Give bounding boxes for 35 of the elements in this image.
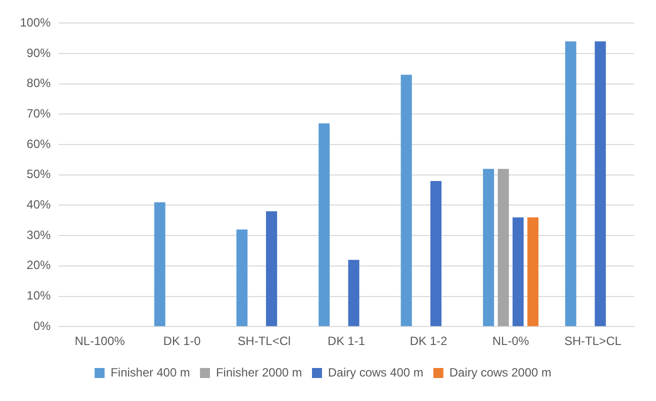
- x-tick-label: NL-0%: [492, 334, 530, 348]
- y-tick-label: 0%: [33, 318, 52, 333]
- y-tick-label: 100%: [20, 16, 52, 30]
- y-tick-label: 20%: [26, 258, 52, 272]
- y-tick-label: 70%: [26, 106, 52, 121]
- legend-label: Finisher 400 m: [110, 365, 190, 380]
- y-tick-label: 40%: [26, 198, 52, 212]
- bar: [498, 168, 509, 326]
- y-tick-label: 80%: [26, 76, 52, 90]
- bar: [527, 217, 538, 326]
- bar: [154, 202, 166, 326]
- y-tick-label: 90%: [26, 46, 52, 60]
- y-tick-label: 10%: [26, 288, 52, 303]
- bar: [318, 123, 330, 326]
- x-tick-label: DK 1-1: [328, 334, 366, 348]
- legend-label: Dairy cows 400 m: [328, 365, 424, 380]
- bar: [400, 74, 412, 326]
- y-tick-label: 30%: [26, 228, 52, 242]
- bar: [430, 180, 442, 326]
- x-tick-label: NL-100%: [74, 334, 126, 348]
- bar: [565, 41, 576, 326]
- legend-label: Finisher 2000 m: [216, 365, 302, 380]
- y-tick-label: 60%: [26, 136, 52, 151]
- bar: [348, 260, 360, 326]
- bar: [594, 41, 606, 326]
- legend-label: Dairy cows 2000 m: [449, 365, 552, 380]
- x-tick-label: SH-TL>CL: [564, 334, 622, 348]
- bar: [266, 211, 278, 326]
- bar: [512, 217, 524, 326]
- x-tick-label: DK 1-2: [410, 334, 448, 348]
- x-tick-label: DK 1-0: [163, 334, 201, 348]
- bar: [482, 168, 494, 326]
- x-tick-label: SH-TL<Cl: [238, 334, 291, 348]
- bar: [236, 230, 248, 326]
- y-tick-label: 50%: [26, 167, 52, 182]
